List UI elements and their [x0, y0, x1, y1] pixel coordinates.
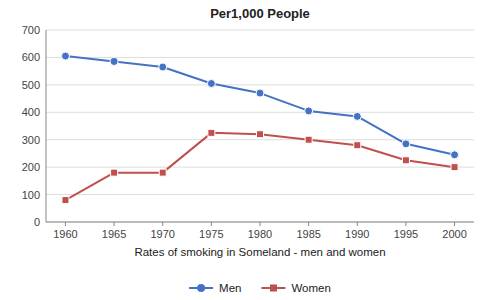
series-line [65, 56, 454, 155]
x-tick [454, 222, 455, 226]
data-point [402, 157, 409, 164]
data-point [402, 140, 410, 148]
series-line [65, 133, 454, 200]
data-point [256, 89, 264, 97]
x-tick [308, 222, 309, 226]
data-point [451, 151, 459, 159]
data-point [61, 52, 69, 60]
data-point [159, 169, 166, 176]
legend-item: Men [189, 282, 241, 294]
x-tick [357, 222, 358, 226]
legend-item: Women [261, 282, 330, 294]
y-tick-label: 200 [22, 161, 40, 173]
x-tick-label: 1970 [150, 228, 174, 240]
grid-line [46, 112, 474, 113]
x-tick [260, 222, 261, 226]
x-tick-label: 1980 [248, 228, 272, 240]
grid-line [46, 167, 474, 168]
x-axis-line [46, 222, 474, 223]
grid [46, 30, 474, 222]
data-point [111, 169, 118, 176]
grid-line [46, 30, 474, 31]
data-point [305, 107, 313, 115]
legend-marker [270, 285, 277, 292]
y-tick-label: 500 [22, 79, 40, 91]
legend: Men Women [189, 282, 331, 294]
data-point [207, 79, 215, 87]
y-tick-label: 700 [22, 24, 40, 36]
data-point [62, 197, 69, 204]
grid-line [46, 222, 474, 223]
grid-line [46, 194, 474, 195]
y-tick-label: 400 [22, 106, 40, 118]
legend-label: Men [219, 282, 241, 294]
y-axis-line [46, 30, 47, 222]
plot-area [61, 52, 458, 204]
y-tick-label: 0 [34, 216, 40, 228]
data-point [354, 142, 361, 149]
x-tick-label: 1965 [102, 228, 126, 240]
x-tick-label: 1960 [53, 228, 77, 240]
x-tick [405, 222, 406, 226]
chart-container: Per1,000 People 0 100 200 300 400 500 600 700 196… [0, 0, 490, 300]
data-point [208, 129, 215, 136]
data-point [305, 136, 312, 143]
grid-line [46, 139, 474, 140]
y-tick-label: 600 [22, 51, 40, 63]
chart-title: Per1,000 People [210, 6, 310, 21]
x-tick [65, 222, 66, 226]
x-tick-label: 1995 [394, 228, 418, 240]
legend-label: Women [291, 282, 330, 294]
x-axis-label: Rates of smoking in Someland - men and w… [134, 246, 385, 258]
x-tick [211, 222, 212, 226]
grid-line [46, 57, 474, 58]
x-tick [114, 222, 115, 226]
x-tick-label: 1990 [345, 228, 369, 240]
y-tick-label: 300 [22, 134, 40, 146]
data-point [353, 112, 361, 120]
x-tick-label: 1985 [296, 228, 320, 240]
data-point [159, 63, 167, 71]
x-tick-label: 2000 [442, 228, 466, 240]
data-point [451, 164, 458, 171]
legend-marker [197, 284, 205, 292]
grid-line [46, 84, 474, 85]
y-tick-label: 100 [22, 189, 40, 201]
x-tick-label: 1975 [199, 228, 223, 240]
data-point [110, 58, 118, 66]
data-point [257, 131, 264, 138]
x-tick [162, 222, 163, 226]
chart-svg: Per1,000 People 0 100 200 300 400 500 600 700 196… [0, 0, 490, 300]
